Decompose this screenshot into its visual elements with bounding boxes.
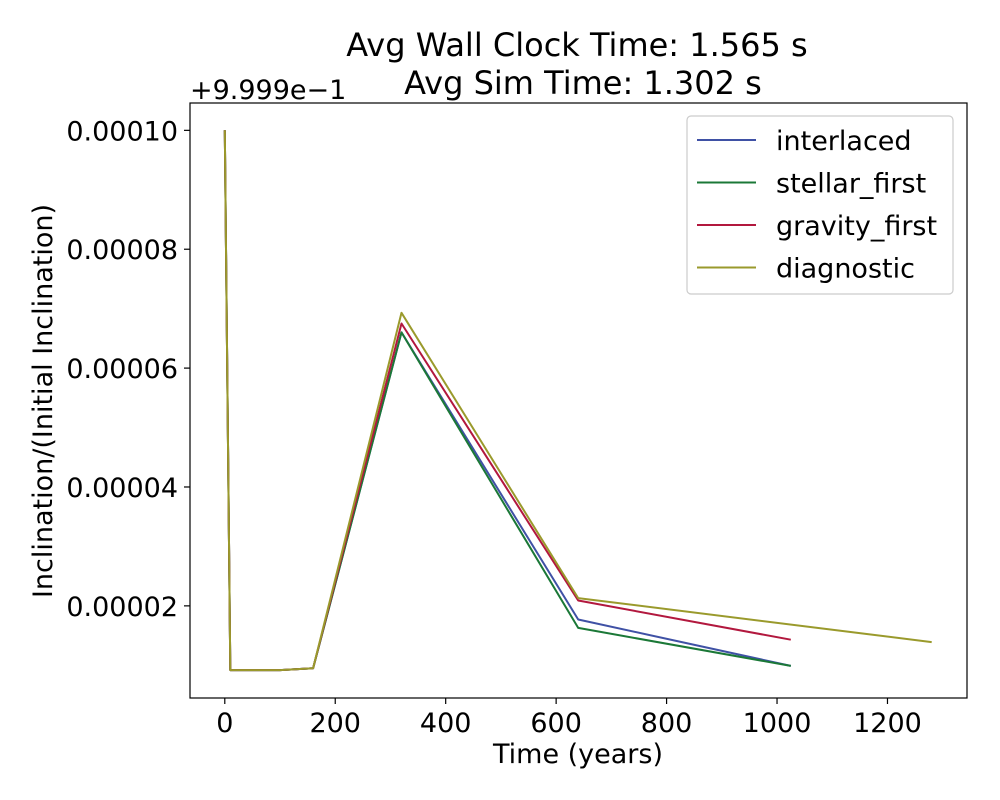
chart-title-line1: Avg Wall Clock Time: 1.565 s [346,26,807,64]
plot-frame [189,102,968,699]
x-tick-label: 1200 [853,708,922,739]
chart-title-line2: Avg Sim Time: 1.302 s [404,64,762,102]
legend: interlaced stellar_first gravity_firstdiag… [686,115,954,295]
x-tick-label: 1000 [743,708,812,739]
legend-label-diagnostic: diagnostic [776,254,915,285]
y-tick-label: 0.00010 [66,116,178,147]
x-tick-label: 200 [309,708,361,739]
legend-box [686,115,954,295]
x-tick-label: 600 [530,708,582,739]
y-tick-label: 0.00006 [66,354,178,385]
x-tick-label: 800 [641,708,693,739]
y-offset-text: +9.999e−1 [190,75,346,106]
y-tick-label: 0.00002 [66,592,178,623]
x-tick-label: 400 [420,708,472,739]
legend-label-gravity_first: gravity_first [776,211,937,242]
y-tick-label: 0.00008 [66,235,178,266]
legend-label-stellar_first: stellar_first [776,169,926,200]
legend-label-interlaced: interlaced [776,126,912,157]
x-axis-ticks: 0 200 400 600 800 1000 1200 [216,698,922,739]
series-layer [223,130,932,672]
y-axis-ticks: 0.00002 0.00004 0.00006 0.00008 0.00010 [66,116,190,623]
y-axis-label: Inclination/(Initial Inclination) [28,204,59,598]
series-line-diagnostic [223,130,932,672]
x-tick-label: 0 [216,708,233,739]
y-tick-label: 0.00004 [66,473,178,504]
x-axis-label: Time (years) [492,739,663,770]
